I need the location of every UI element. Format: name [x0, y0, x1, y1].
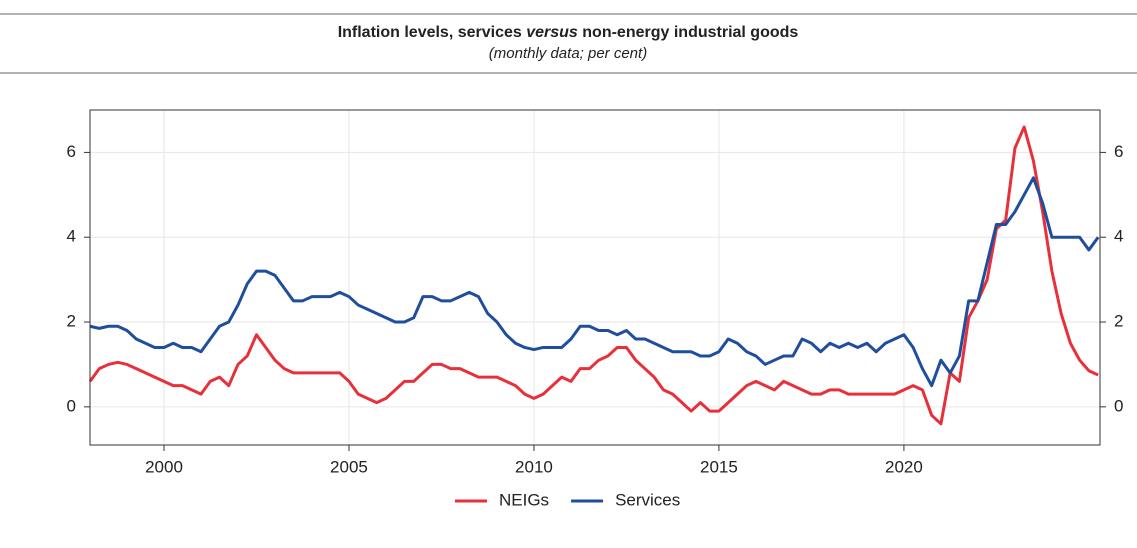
y2-tick-label: 0 — [1114, 396, 1123, 415]
y2-tick-label: 2 — [1114, 312, 1123, 331]
x-tick-label: 2005 — [330, 457, 368, 476]
y2-tick-label: 4 — [1114, 227, 1123, 246]
y-tick-label: 2 — [67, 312, 76, 331]
series-line — [88, 125, 1099, 426]
plot-frame — [89, 109, 1101, 446]
title-part: non-energy industrial goods — [582, 24, 798, 41]
y2-tick-label: 6 — [1114, 142, 1123, 161]
legend: NEIGs Services — [455, 490, 680, 509]
grid — [84, 110, 1106, 451]
chart-title: Inflation levels, services versus non-en… — [338, 24, 799, 41]
y-tick-label: 6 — [67, 142, 76, 161]
series-line — [89, 176, 1100, 388]
x-tick-label: 2015 — [700, 457, 738, 476]
x-tick-label: 2020 — [885, 457, 923, 476]
legend-label: Services — [615, 490, 680, 509]
x-tick-label: 2000 — [145, 457, 183, 476]
y-tick-label: 4 — [67, 227, 76, 246]
title-part: Inflation levels, services — [338, 24, 522, 41]
legend-label: NEIGs — [499, 490, 549, 509]
lines — [88, 125, 1100, 426]
chart-subtitle: (monthly data; per cent) — [489, 45, 647, 62]
title-part: versus — [526, 24, 578, 41]
y-tick-label: 0 — [67, 396, 76, 415]
x-tick-label: 2010 — [515, 457, 553, 476]
